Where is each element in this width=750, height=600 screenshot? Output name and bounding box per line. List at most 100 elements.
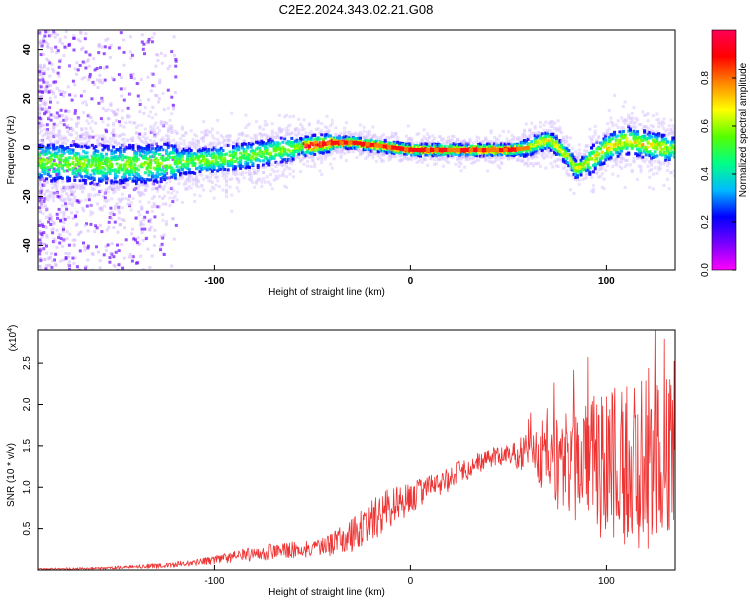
heatmap-noise-cell	[109, 102, 113, 106]
heatmap-cell	[163, 172, 167, 176]
heatmap-cell	[200, 146, 204, 150]
heatmap-cell	[85, 171, 89, 175]
heatmap-noise-cell	[95, 67, 99, 70]
heatmap-cell	[554, 140, 558, 144]
heatmap-cell	[507, 156, 511, 160]
heatmap-cell	[128, 146, 131, 150]
heatmap-noise-cell	[48, 213, 52, 217]
heatmap-cell	[325, 133, 329, 136]
heatmap-noise-cell	[88, 75, 92, 79]
heatmap-noise-cell	[67, 216, 71, 220]
heatmap-noise-cell	[80, 77, 84, 81]
heatmap-noise-cell	[98, 43, 102, 47]
heatmap-cell	[590, 146, 594, 150]
heatmap-cell	[528, 150, 532, 154]
heatmap-noise-cell	[79, 230, 83, 234]
heatmap-cell	[202, 177, 206, 181]
heatmap-cell	[87, 139, 91, 143]
heatmap-cell	[232, 150, 235, 154]
heatmap-noise-cell	[63, 217, 67, 221]
heatmap-cell	[158, 129, 161, 133]
heatmap-cell	[403, 156, 407, 160]
heatmap-cell	[288, 123, 292, 127]
heatmap-cell	[498, 157, 502, 161]
heatmap-cell	[105, 200, 108, 204]
heatmap-cell	[147, 114, 151, 118]
heatmap-noise-cell	[47, 220, 51, 224]
heatmap-cell	[255, 156, 258, 160]
heatmap-cell	[470, 161, 474, 165]
heatmap-noise-cell	[94, 224, 98, 228]
heatmap-cell	[168, 164, 172, 168]
heatmap-cell	[98, 156, 101, 160]
heatmap-cell	[544, 120, 548, 124]
heatmap-cell	[246, 152, 250, 156]
heatmap-cell	[535, 148, 539, 152]
heatmap-cell	[129, 145, 133, 149]
heatmap-noise-cell	[87, 64, 91, 68]
heatmap-cell	[530, 132, 534, 136]
heatmap-cell	[286, 148, 290, 152]
heatmap-noise-cell	[86, 246, 90, 250]
heatmap-noise-cell	[109, 43, 113, 47]
heatmap-noise-cell	[153, 228, 157, 232]
heatmap-cell	[122, 137, 126, 141]
heatmap-noise-cell	[99, 117, 103, 121]
heatmap-cell	[484, 145, 488, 149]
heatmap-cell	[180, 167, 184, 171]
heatmap-cell	[357, 132, 361, 136]
heatmap-cell	[156, 164, 160, 168]
heatmap-cell	[590, 141, 594, 145]
heatmap-cell	[397, 149, 401, 153]
heatmap-cell	[606, 128, 609, 132]
heatmap-cell	[265, 157, 269, 161]
heatmap-cell	[406, 151, 410, 155]
heatmap-cell	[283, 157, 287, 161]
heatmap-cell	[255, 171, 258, 175]
heatmap-noise-cell	[58, 241, 62, 245]
heatmap-cell	[59, 138, 63, 142]
heatmap-cell	[523, 141, 527, 145]
heatmap-cell	[516, 152, 519, 156]
heatmap-cell	[583, 176, 587, 180]
heatmap-cell	[265, 149, 269, 152]
heatmap-cell	[299, 146, 303, 149]
heatmap-cell	[105, 181, 108, 185]
heatmap-cell	[577, 151, 581, 155]
heatmap-cell	[540, 139, 544, 143]
heatmap-cell	[530, 156, 534, 160]
heatmap-noise-cell	[147, 37, 151, 41]
heatmap-cell	[112, 151, 116, 155]
heatmap-cell	[270, 163, 274, 167]
heatmap-cell	[128, 203, 131, 206]
heatmap-noise-cell	[57, 74, 61, 78]
heatmap-cell	[75, 186, 78, 190]
heatmap-cell	[583, 148, 587, 152]
heatmap-noise-cell	[159, 235, 163, 239]
heatmap-noise-cell	[75, 122, 78, 126]
heatmap-cell	[413, 144, 417, 148]
heatmap-cell	[277, 148, 281, 151]
heatmap-cell	[475, 139, 479, 143]
heatmap-noise-cell	[107, 220, 111, 224]
heatmap-noise-cell	[144, 237, 148, 241]
heatmap-cell	[263, 123, 267, 127]
heatmap-cell	[180, 125, 184, 129]
heatmap-cell	[249, 145, 253, 149]
heatmap-noise-cell	[146, 40, 150, 44]
heatmap-cell	[454, 143, 458, 147]
heatmap-cell	[120, 158, 124, 162]
heatmap-cell	[166, 143, 170, 147]
heatmap-noise-cell	[52, 80, 56, 84]
heatmap-noise-cell	[142, 111, 146, 115]
heatmap-cell	[175, 198, 179, 202]
heatmap-cell	[50, 157, 54, 161]
heatmap-cell	[332, 157, 336, 161]
heatmap-cell	[350, 146, 354, 150]
heatmap-cell	[172, 151, 176, 155]
heatmap-cell	[390, 148, 394, 152]
heatmap-cell	[440, 153, 444, 157]
heatmap-cell	[55, 184, 59, 188]
heatmap-cell	[494, 158, 498, 162]
heatmap-cell	[149, 178, 153, 182]
